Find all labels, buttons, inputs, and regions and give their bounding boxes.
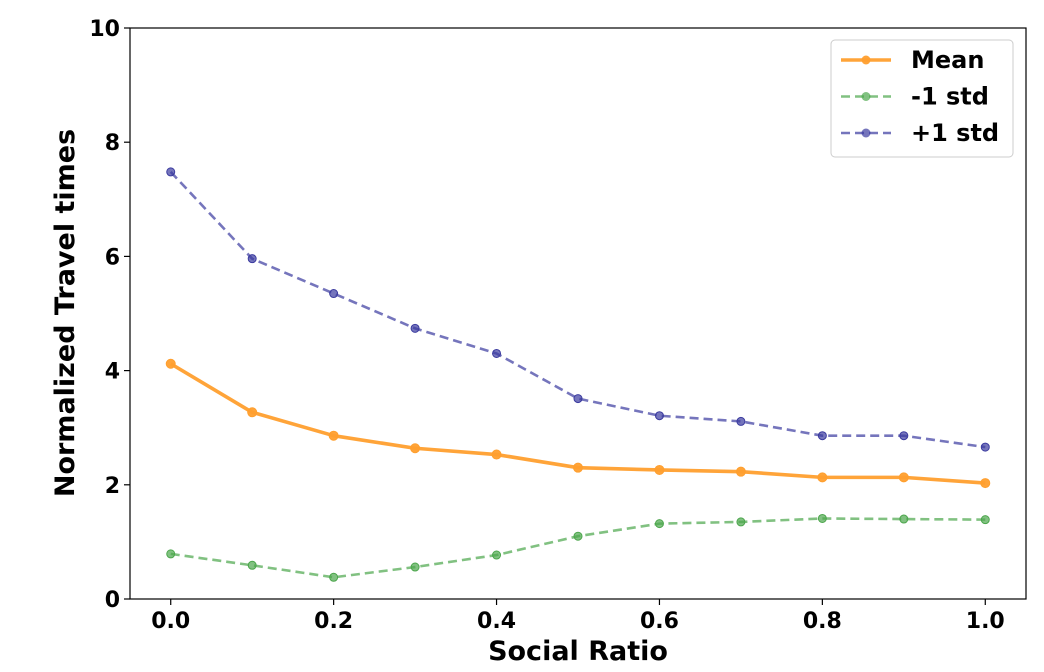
legend-item: +1 std	[841, 119, 999, 147]
data-point	[247, 560, 257, 570]
data-point	[410, 443, 421, 454]
y-tick-label: 2	[105, 474, 120, 499]
data-point	[492, 550, 502, 560]
data-point	[980, 478, 991, 489]
x-axis: 0.0 0.2 0.4 0.6 0.8 1.0	[151, 599, 1005, 634]
data-point	[491, 449, 502, 460]
legend: Mean -1 std +1 std	[830, 39, 1014, 158]
data-point	[817, 431, 827, 441]
data-point	[166, 167, 176, 177]
data-point	[899, 431, 909, 441]
data-point	[654, 411, 664, 421]
legend-label: +1 std	[911, 119, 999, 147]
data-point	[492, 348, 502, 358]
y-tick-label: 8	[105, 131, 120, 156]
y-axis-title: Normalized Travel times	[50, 129, 81, 497]
data-point	[410, 323, 420, 333]
data-point	[166, 549, 176, 559]
data-point	[654, 519, 664, 529]
data-point	[898, 472, 909, 483]
data-point	[329, 289, 339, 299]
y-tick-label: 6	[105, 245, 120, 270]
data-point	[328, 430, 339, 441]
series-1-std	[166, 167, 990, 452]
x-axis-title: Social Ratio	[488, 636, 668, 667]
x-tick-label: 0.8	[803, 609, 842, 634]
data-point	[735, 466, 746, 477]
data-point	[817, 513, 827, 523]
data-point	[247, 254, 257, 264]
data-point	[654, 464, 665, 475]
plot-frame	[129, 27, 1027, 600]
data-point	[573, 394, 583, 404]
x-tick-label: 0.2	[314, 609, 353, 634]
data-point	[410, 562, 420, 572]
legend-item: Mean	[841, 46, 984, 74]
y-axis: 0 2 4 6 8 10	[89, 17, 130, 613]
y-tick-label: 4	[105, 360, 120, 385]
series-1-std	[166, 513, 990, 582]
data-point	[736, 416, 746, 426]
x-tick-label: 1.0	[966, 609, 1005, 634]
series-layer	[165, 167, 991, 582]
data-point	[899, 514, 909, 524]
data-point	[817, 472, 828, 483]
legend-label: Mean	[911, 46, 984, 74]
data-point	[329, 572, 339, 582]
data-point	[736, 517, 746, 527]
series-line	[170, 517, 986, 579]
series-mean	[165, 358, 991, 489]
legend-swatch-marker	[861, 55, 871, 65]
series-line	[169, 171, 986, 449]
data-point	[573, 531, 583, 541]
legend-item: -1 std	[841, 83, 989, 111]
x-tick-label: 0.6	[640, 609, 679, 634]
y-tick-label: 10	[89, 17, 120, 42]
x-tick-label: 0.4	[477, 609, 516, 634]
legend-box	[830, 39, 1014, 158]
x-tick-label: 0.0	[151, 609, 190, 634]
data-point	[247, 407, 258, 418]
legend-swatch-marker	[861, 92, 871, 101]
legend-label: -1 std	[911, 83, 989, 111]
data-point	[165, 358, 176, 369]
data-point	[980, 442, 990, 452]
y-tick-label: 0	[105, 588, 120, 613]
data-point	[980, 515, 990, 525]
legend-swatch-marker	[861, 128, 871, 138]
data-point	[573, 462, 583, 473]
